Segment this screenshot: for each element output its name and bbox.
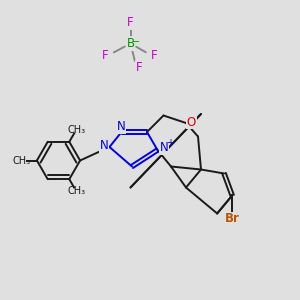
- Text: F: F: [127, 16, 134, 29]
- Text: N: N: [160, 141, 169, 154]
- Text: CH₃: CH₃: [67, 124, 86, 135]
- Text: +: +: [166, 138, 174, 148]
- Text: F: F: [151, 49, 157, 62]
- Text: O: O: [187, 116, 196, 129]
- Text: N: N: [116, 120, 125, 133]
- Text: −: −: [132, 37, 141, 47]
- Text: N: N: [100, 139, 109, 152]
- Text: B: B: [126, 37, 135, 50]
- Text: CH₃: CH₃: [67, 186, 86, 197]
- Text: F: F: [102, 49, 109, 62]
- Text: F: F: [136, 61, 142, 74]
- Text: CH₃: CH₃: [12, 155, 30, 166]
- Text: Br: Br: [225, 212, 240, 225]
